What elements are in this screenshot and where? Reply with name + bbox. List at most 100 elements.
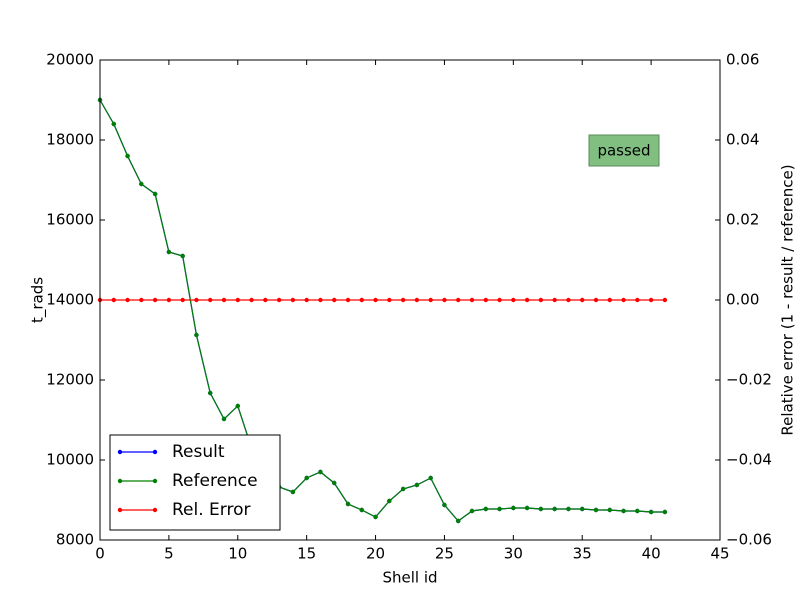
legend-marker — [152, 449, 158, 455]
series-marker — [428, 475, 433, 481]
series-marker — [318, 297, 323, 303]
series-marker — [111, 297, 116, 303]
series-marker — [456, 297, 461, 303]
y-tick-label: 18000 — [46, 131, 94, 149]
series-marker — [304, 475, 309, 481]
series-marker — [208, 390, 213, 396]
series-marker — [593, 297, 599, 303]
y-tick-label: 10000 — [46, 451, 94, 469]
y-tick-label: 14000 — [46, 291, 94, 309]
y2-tick-label: 0.04 — [726, 131, 759, 149]
series-marker — [400, 297, 406, 303]
series-marker — [194, 332, 199, 338]
series-marker — [152, 191, 158, 197]
series-marker — [511, 505, 516, 511]
series-marker — [387, 498, 392, 504]
legend-label: Rel. Error — [172, 500, 250, 520]
legend-label: Result — [172, 442, 225, 462]
series-marker — [345, 501, 351, 507]
series-marker — [635, 297, 640, 303]
series-marker — [125, 153, 130, 159]
series-marker — [497, 297, 502, 303]
series-marker — [662, 297, 668, 303]
y-tick-label: 8000 — [56, 531, 94, 549]
series-marker — [524, 297, 530, 303]
annotation: passed — [597, 142, 650, 160]
series-marker — [607, 507, 612, 513]
x-tick-label: 35 — [573, 545, 592, 563]
series-marker — [442, 502, 447, 508]
series-marker — [180, 253, 185, 259]
series-marker — [538, 297, 544, 303]
x-tick-label: 0 — [95, 545, 105, 563]
series-marker — [373, 514, 378, 520]
series-marker — [194, 297, 199, 303]
series-marker — [139, 181, 144, 187]
x-tick-label: 5 — [164, 545, 174, 563]
series-marker — [593, 507, 599, 513]
series-marker — [648, 509, 654, 515]
series-marker — [469, 297, 475, 303]
series-marker — [662, 509, 668, 515]
series-marker — [166, 249, 172, 255]
series-marker — [359, 507, 364, 513]
series-marker — [580, 297, 585, 303]
series-marker — [318, 469, 323, 475]
legend-marker — [117, 478, 123, 484]
series-marker — [428, 297, 433, 303]
series-marker — [345, 297, 351, 303]
series-marker — [139, 297, 144, 303]
series-marker — [235, 403, 240, 409]
series-marker — [497, 506, 502, 512]
legend-marker — [152, 478, 158, 484]
series-marker — [566, 297, 571, 303]
y-tick-label: 16000 — [46, 211, 94, 229]
series-marker — [387, 297, 392, 303]
series-marker — [538, 506, 544, 512]
series-marker — [635, 508, 640, 514]
series-marker — [125, 297, 130, 303]
series-marker — [524, 505, 530, 511]
y2-tick-label: −0.02 — [726, 371, 772, 389]
series-marker — [221, 297, 227, 303]
series-marker — [483, 506, 488, 512]
series-marker — [290, 297, 296, 303]
series-marker — [552, 297, 557, 303]
series-marker — [442, 297, 447, 303]
series-marker — [111, 121, 116, 127]
x-tick-label: 20 — [366, 545, 385, 563]
series-marker — [511, 297, 516, 303]
series-marker — [621, 508, 626, 514]
x-tick-label: 40 — [642, 545, 661, 563]
series-marker — [648, 297, 654, 303]
series-marker — [235, 297, 240, 303]
series-marker — [456, 518, 461, 524]
y-tick-label: 20000 — [46, 51, 94, 69]
x-tick-label: 45 — [710, 545, 729, 563]
x-tick-label: 30 — [504, 545, 523, 563]
series-marker — [208, 297, 213, 303]
x-tick-label: 15 — [297, 545, 316, 563]
y-axis-label: t_rads — [29, 277, 48, 323]
series-marker — [290, 489, 296, 495]
legend-marker — [117, 507, 123, 513]
series-marker — [276, 297, 282, 303]
legend-marker — [117, 449, 123, 455]
legend-label: Reference — [172, 471, 258, 491]
series-marker — [332, 480, 337, 486]
legend-box — [109, 434, 281, 531]
series-marker — [332, 297, 337, 303]
y2-axis-label: Relative error (1 - result / reference) — [779, 164, 797, 435]
series-marker — [566, 506, 571, 512]
series-line — [99, 99, 665, 522]
series-marker — [180, 297, 185, 303]
series-marker — [621, 297, 626, 303]
annotation-box — [588, 134, 660, 167]
plot-frame — [99, 59, 721, 541]
series-marker — [359, 297, 364, 303]
series-marker — [373, 297, 378, 303]
series-marker — [152, 297, 158, 303]
y2-tick-label: −0.04 — [726, 451, 772, 469]
x-tick-label: 25 — [435, 545, 454, 563]
series-marker — [607, 297, 612, 303]
